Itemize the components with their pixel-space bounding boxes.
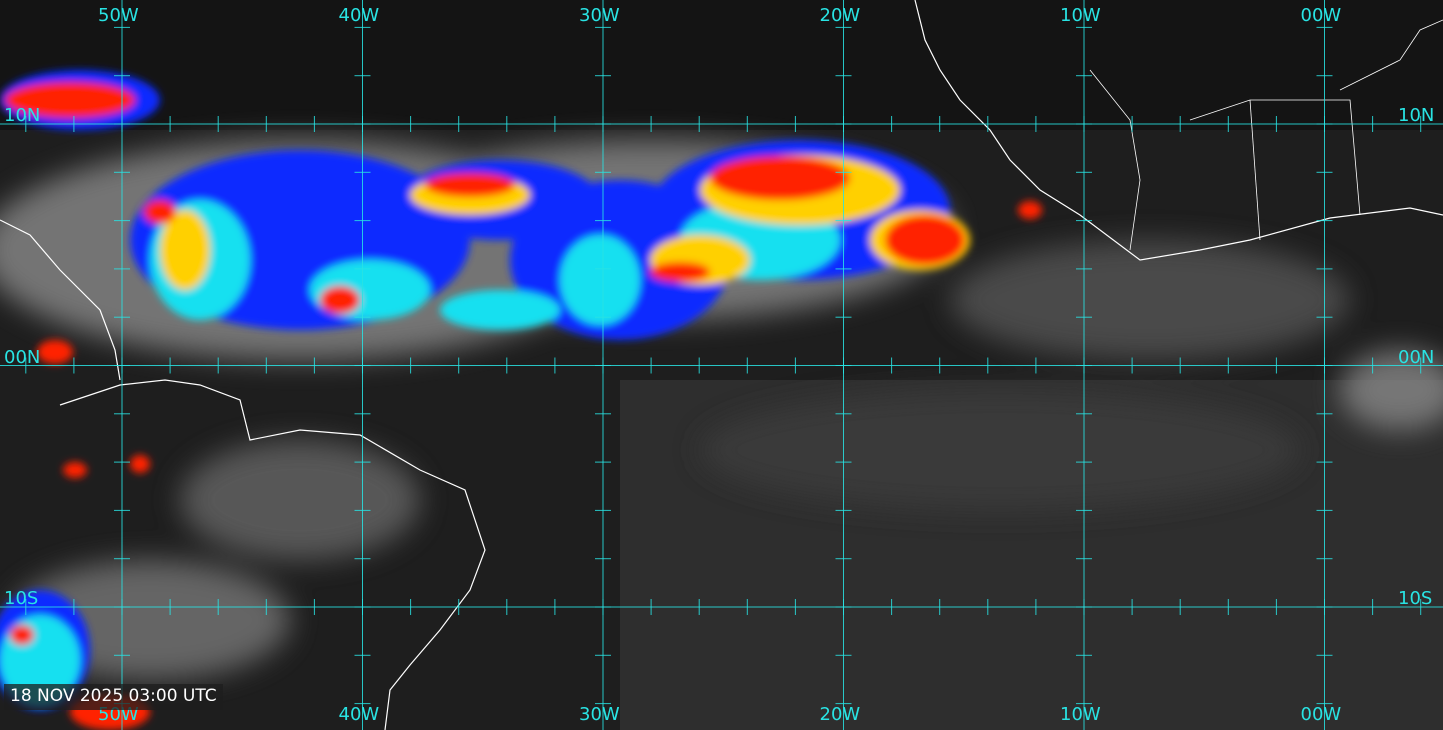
- africa-borders: [1089, 69, 1141, 251]
- lon-label-bottom: 30W: [579, 704, 620, 725]
- convection: [0, 70, 1042, 730]
- lon-label-bottom: 40W: [338, 704, 380, 725]
- lat-label-right: 10N: [1398, 105, 1435, 126]
- lat-label-right: 00N: [1398, 346, 1435, 368]
- lon-label-top: 50W: [98, 5, 139, 26]
- timestamp: 18 NOV 2025 03:00 UTC: [4, 684, 223, 710]
- lon-label-bottom: 50W: [98, 704, 139, 725]
- lat-label-left: 00N: [4, 346, 41, 368]
- lon-label-top: 00W: [1300, 5, 1342, 26]
- lon-label-top: 30W: [579, 5, 620, 26]
- lon-label-bottom: 10W: [1060, 704, 1101, 725]
- lon-label-top: 40W: [338, 5, 380, 26]
- lat-label-right: 10S: [1398, 588, 1433, 609]
- lon-label-bottom: 00W: [1300, 704, 1342, 725]
- africa-coastline: [914, 0, 1443, 261]
- lon-label-top: 10W: [1060, 5, 1101, 26]
- lon-label-top: 20W: [819, 5, 861, 26]
- south-america-north-coast: [0, 219, 121, 381]
- south-america-coastline: [59, 379, 486, 730]
- lat-label-left: 10S: [4, 588, 39, 609]
- lon-label-bottom: 20W: [819, 704, 861, 725]
- lat-label-left: 10N: [4, 105, 41, 126]
